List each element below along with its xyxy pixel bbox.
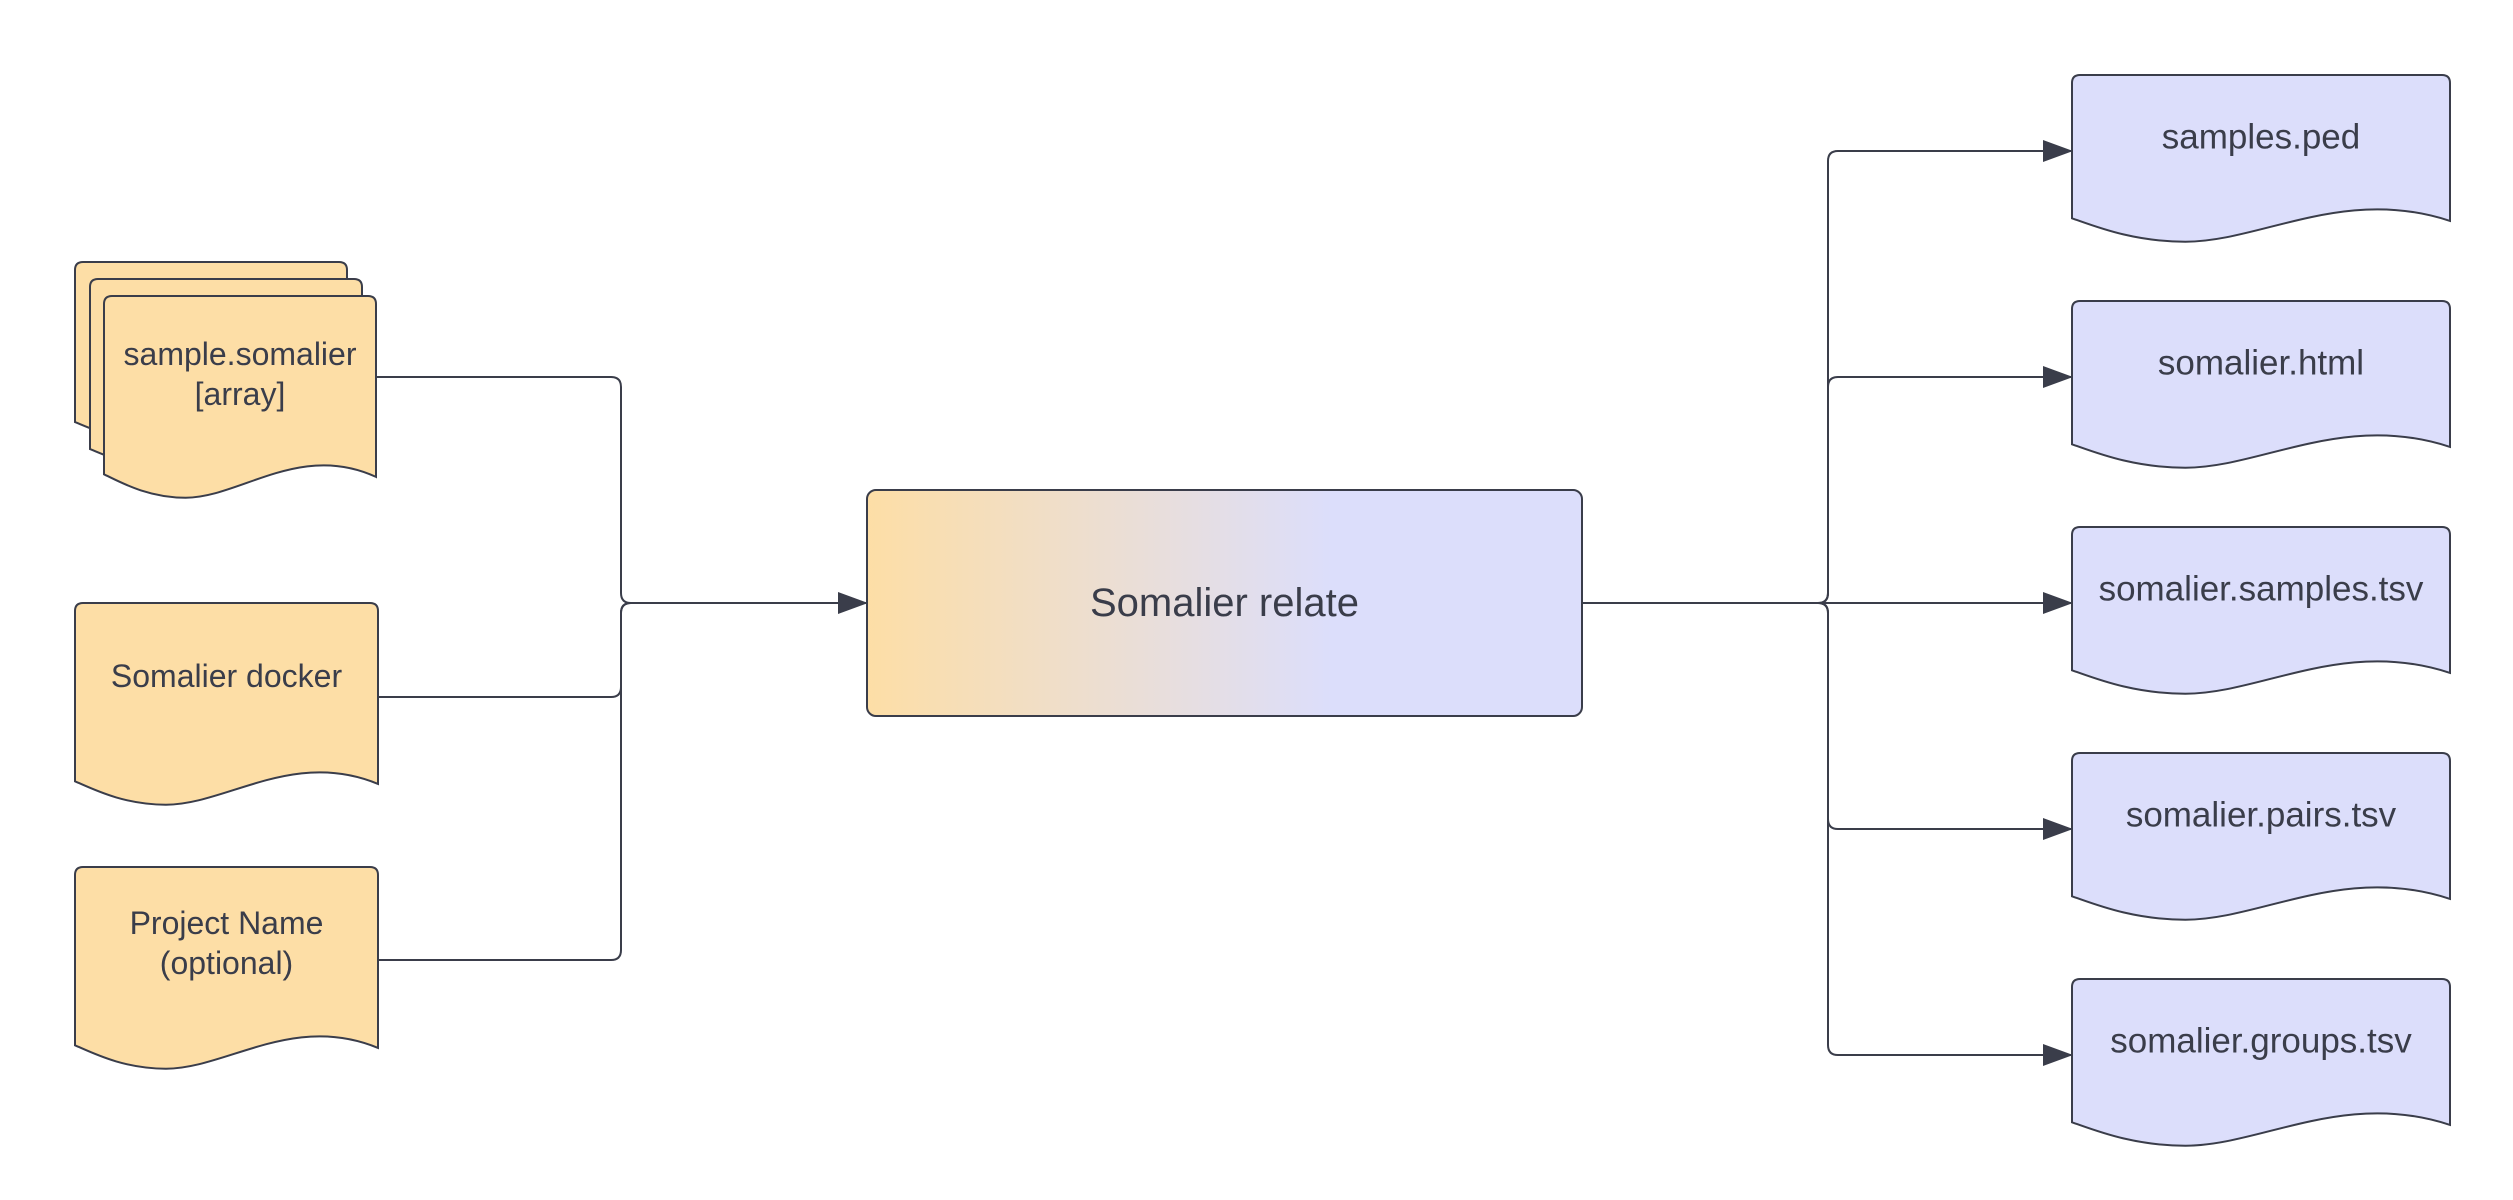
input-label: Somalier docker xyxy=(111,658,343,694)
document-shape xyxy=(74,866,379,1070)
output-somalier-groups-tsv: somalier.groups.tsv xyxy=(2071,978,2451,1147)
input-sample-somalier: sample.somalier [array] xyxy=(74,261,377,499)
input-label: Project Name xyxy=(130,905,324,941)
connector-arrow xyxy=(1817,366,2073,604)
document-shape xyxy=(2071,752,2451,921)
output-label: somalier.html xyxy=(2158,344,2364,383)
input-somalier-docker: Somalier docker xyxy=(74,602,379,806)
output-label: somalier.samples.tsv xyxy=(2099,570,2424,609)
output-somalier-pairs-tsv: somalier.pairs.tsv xyxy=(2071,752,2451,921)
connector-line xyxy=(378,602,632,698)
document-shape xyxy=(103,295,377,499)
input-label: [array] xyxy=(195,376,286,412)
process-label: Somalier relate xyxy=(1090,581,1359,625)
document-shape xyxy=(74,602,379,806)
connector-arrow xyxy=(1817,602,2073,1066)
output-somalier-html: somalier.html xyxy=(2071,300,2451,469)
output-label: somalier.groups.tsv xyxy=(2110,1022,2412,1061)
output-samples-ped: samples.ped xyxy=(2071,74,2451,243)
input-label: sample.somalier xyxy=(124,336,357,372)
input-project-name: Project Name (optional) xyxy=(74,866,379,1070)
connectors xyxy=(376,140,2073,1066)
connector-arrow xyxy=(1817,602,2073,840)
input-documents: sample.somalier [array] Somalier docker Pro… xyxy=(74,261,379,1070)
input-label: (optional) xyxy=(160,945,293,981)
connector-line xyxy=(378,602,632,961)
output-label: samples.ped xyxy=(2162,118,2360,157)
output-documents: samples.ped somalier.html somalier.samples… xyxy=(2071,74,2451,1147)
document-shape xyxy=(2071,526,2451,695)
document-shape xyxy=(2071,978,2451,1147)
connector-line xyxy=(376,376,632,604)
output-somalier-samples-tsv: somalier.samples.tsv xyxy=(2071,526,2451,695)
output-label: somalier.pairs.tsv xyxy=(2126,796,2397,835)
document-shape xyxy=(2071,300,2451,469)
process-rect xyxy=(866,489,1583,717)
process-box: Somalier relate xyxy=(866,489,1583,717)
document-shape xyxy=(2071,74,2451,243)
